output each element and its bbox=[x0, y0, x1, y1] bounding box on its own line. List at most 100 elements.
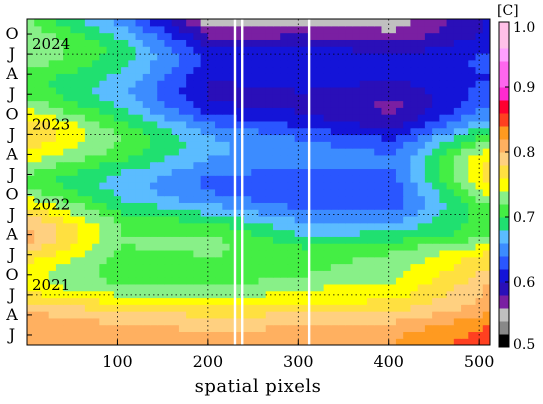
heatmap-cell bbox=[374, 114, 383, 122]
heatmap-cell bbox=[77, 134, 86, 142]
heatmap-cell bbox=[323, 317, 332, 326]
heatmap-cell bbox=[352, 148, 361, 156]
heatmap-cell bbox=[287, 154, 296, 163]
heatmap-cell bbox=[345, 114, 354, 122]
heatmap-cell bbox=[251, 127, 260, 136]
heatmap-cell bbox=[316, 324, 325, 333]
heatmap-cell bbox=[193, 202, 202, 210]
colorbar-segment bbox=[499, 321, 509, 335]
heatmap-cell bbox=[338, 311, 346, 319]
heatmap-cell bbox=[359, 277, 368, 285]
heatmap-cell bbox=[70, 107, 79, 115]
heatmap-cell bbox=[461, 19, 469, 27]
heatmap-cell bbox=[106, 175, 115, 183]
heatmap-cell bbox=[41, 80, 50, 88]
colorbar-segment bbox=[499, 269, 509, 283]
heatmap-cell bbox=[323, 297, 332, 305]
heatmap-cell bbox=[84, 52, 93, 61]
heatmap-cell bbox=[215, 222, 223, 231]
heatmap-cell bbox=[84, 148, 93, 156]
heatmap-cell bbox=[164, 154, 173, 163]
heatmap-cell bbox=[381, 188, 390, 197]
heatmap-cell bbox=[222, 317, 231, 326]
heatmap-cell bbox=[432, 290, 440, 299]
heatmap-cell bbox=[352, 209, 361, 217]
heatmap-cell bbox=[446, 127, 455, 136]
heatmap-cell bbox=[92, 52, 100, 61]
heatmap-cell bbox=[359, 304, 368, 312]
heatmap-cell bbox=[395, 243, 404, 251]
heatmap-cell bbox=[381, 270, 390, 278]
heatmap-cell bbox=[186, 120, 194, 129]
heatmap-cell bbox=[244, 256, 252, 265]
heatmap-cell bbox=[178, 168, 187, 176]
heatmap-cell bbox=[316, 66, 325, 74]
heatmap-cell bbox=[48, 277, 57, 285]
heatmap-cell bbox=[323, 154, 332, 163]
heatmap-cell bbox=[388, 195, 397, 203]
heatmap-cell bbox=[70, 32, 79, 40]
heatmap-cell bbox=[178, 46, 187, 54]
heatmap-cell bbox=[294, 19, 303, 27]
heatmap-cell bbox=[461, 195, 469, 203]
heatmap-cell bbox=[417, 80, 426, 88]
heatmap-cell bbox=[424, 236, 433, 244]
heatmap-cell bbox=[244, 175, 252, 183]
heatmap-cell bbox=[446, 324, 455, 333]
heatmap-cell bbox=[258, 317, 267, 326]
heatmap-cell bbox=[258, 107, 267, 115]
heatmap-cell bbox=[121, 324, 129, 333]
heatmap-cell bbox=[309, 175, 317, 183]
heatmap-cell bbox=[41, 168, 50, 176]
heatmap-cell bbox=[178, 73, 187, 81]
heatmap-cell bbox=[142, 127, 151, 136]
heatmap-cell bbox=[323, 134, 332, 142]
heatmap-cell bbox=[186, 52, 194, 61]
heatmap-cell bbox=[410, 270, 419, 278]
heatmap-cell bbox=[70, 127, 79, 136]
heatmap-cell bbox=[244, 93, 252, 102]
heatmap-cell bbox=[272, 290, 281, 299]
heatmap-cell bbox=[251, 331, 260, 339]
heatmap-cell bbox=[48, 114, 57, 122]
heatmap-cell bbox=[417, 311, 426, 319]
heatmap-cell bbox=[222, 270, 231, 278]
heatmap-cell bbox=[27, 66, 35, 74]
heatmap-cell bbox=[265, 249, 274, 258]
heatmap-cell bbox=[388, 202, 397, 210]
heatmap-cell bbox=[27, 46, 35, 54]
heatmap-cell bbox=[272, 59, 281, 68]
heatmap-cell bbox=[439, 46, 448, 54]
heatmap-cell bbox=[453, 338, 462, 345]
heatmap-cell bbox=[92, 127, 100, 136]
heatmap-cell bbox=[482, 182, 490, 190]
colorbar-segment bbox=[499, 334, 509, 348]
heatmap-cell bbox=[468, 188, 477, 197]
heatmap-cell bbox=[388, 120, 397, 129]
heatmap-cell bbox=[330, 311, 339, 319]
heatmap-cell bbox=[468, 59, 477, 68]
heatmap-cell bbox=[475, 134, 484, 142]
heatmap-cell bbox=[193, 182, 202, 190]
heatmap-cell bbox=[338, 80, 346, 88]
heatmap-cell bbox=[381, 32, 390, 40]
heatmap-cell bbox=[215, 46, 223, 54]
heatmap-cell bbox=[178, 80, 187, 88]
heatmap-cell bbox=[367, 215, 375, 224]
heatmap-cell bbox=[388, 168, 397, 176]
heatmap-cell bbox=[424, 148, 433, 156]
heatmap-cell bbox=[229, 283, 238, 292]
heatmap-cell bbox=[48, 209, 57, 217]
heatmap-cell bbox=[63, 154, 71, 163]
heatmap-cell bbox=[99, 107, 108, 115]
heatmap-cell bbox=[410, 182, 419, 190]
heatmap-cell bbox=[121, 127, 129, 136]
heatmap-cell bbox=[359, 80, 368, 88]
heatmap-cell bbox=[244, 195, 252, 203]
heatmap-cell bbox=[186, 175, 194, 183]
heatmap-cell bbox=[164, 86, 173, 95]
heatmap-cell bbox=[424, 290, 433, 299]
heatmap-cell bbox=[381, 182, 390, 190]
heatmap-cell bbox=[186, 338, 194, 345]
heatmap-cell bbox=[34, 338, 43, 345]
